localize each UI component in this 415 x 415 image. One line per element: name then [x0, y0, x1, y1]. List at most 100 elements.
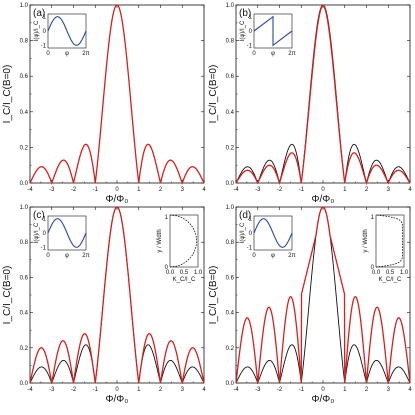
y-tick-label: 0.8 — [20, 240, 29, 246]
y-tick-label: 0.6 — [226, 275, 235, 281]
panel-b: -4 -3 -2 -1 0 1 2 3 4 0.0 0.2 0.4 0.6 0.8 1.0 Φ/Φ₀ I_C/I… — [208, 3, 412, 205]
inset-x-tick-label: 2π — [288, 51, 295, 57]
inset-y-tick-label: -1 — [41, 43, 47, 49]
y-tick-label: 1.0 — [20, 3, 29, 9]
profile-y-label: y / Width — [157, 229, 163, 252]
x-tick-label: 4 — [202, 187, 206, 193]
panel-a: -4 -3 -2 -1 0 1 2 3 4 0.0 0.2 0.4 0.6 0.8 1.0 Φ/Φ₀ I_C/I… — [2, 3, 206, 205]
inset-y-tick-label: 1 — [249, 15, 253, 21]
x-tick-label: -3 — [49, 387, 55, 393]
panel-d: -4 -3 -2 -1 0 1 2 3 4 0.0 0.2 0.4 0.6 0.8 1.0 Φ/Φ₀ I_C/I… — [208, 205, 412, 405]
profile-y-tick-label: 0 — [165, 265, 169, 271]
y-tick-label: 0.0 — [20, 181, 29, 187]
y-tick-label: 0.4 — [226, 110, 235, 116]
x-axis-label: Φ/Φ₀ — [106, 394, 129, 405]
inset-y-tick-label: 0 — [249, 29, 253, 35]
y-axis-label: I_C/I_C(B=0) — [2, 65, 13, 124]
inset-x-tick-label: φ — [271, 51, 275, 57]
x-tick-label: 3 — [387, 187, 391, 193]
panel-label: (b) — [239, 8, 251, 19]
inset-y-tick-label: 1 — [43, 15, 47, 21]
inset-x-tick-label: φ — [65, 253, 69, 259]
x-axis-label: Φ/Φ₀ — [312, 394, 335, 405]
x-tick-label: -4 — [233, 387, 239, 393]
profile-frame — [169, 214, 199, 268]
y-tick-label: 0.0 — [226, 381, 235, 387]
y-tick-label: 0.2 — [20, 145, 29, 151]
profile-y-tick-label: 1 — [165, 215, 169, 221]
x-tick-label: 1 — [137, 187, 141, 193]
inset-y-tick-label: 1 — [249, 217, 253, 223]
profile-x-tick-label: 0.0 — [166, 270, 175, 276]
profile-y-tick-label: 0 — [371, 265, 375, 271]
x-tick-label: -3 — [49, 187, 55, 193]
profile-frame — [375, 214, 405, 268]
inset-x-tick-label: 2π — [288, 253, 295, 259]
cpr-inset: 1 0 -1 0 φ 2π I(φ)/I_C — [34, 13, 90, 57]
x-tick-label: -2 — [71, 187, 77, 193]
inset-x-tick-label: 0 — [46, 51, 50, 57]
x-tick-label: -3 — [255, 187, 261, 193]
x-tick-label: -2 — [277, 387, 283, 393]
profile-y-tick-label: 1 — [371, 215, 375, 221]
y-tick-label: 0.6 — [20, 275, 29, 281]
inset-y-tick-label: 0 — [43, 231, 47, 237]
profile-x-tick-label: 0.5 — [180, 270, 189, 276]
x-tick-label: 0 — [321, 187, 325, 193]
y-tick-label: 0.0 — [20, 381, 29, 387]
y-axis-label: I_C/I_C(B=0) — [208, 65, 219, 124]
y-tick-label: 0.6 — [226, 74, 235, 80]
inset-y-label: I(φ)/I_C — [34, 222, 40, 243]
x-axis-label: Φ/Φ₀ — [106, 194, 129, 205]
x-tick-label: 4 — [408, 387, 412, 393]
profile-y-label: y / Width — [363, 229, 369, 252]
x-tick-label: -1 — [299, 187, 305, 193]
cpr-inset: 1 0 -1 0 φ 2π I(φ)/I_C — [34, 215, 90, 259]
cpr-curve — [47, 16, 87, 46]
profile-x-label: K_C/I_C — [379, 277, 402, 283]
x-tick-label: 0 — [115, 387, 119, 393]
profile-curve — [169, 214, 198, 268]
cpr-inset: 1 0 -1 0 φ 2π I(φ)/I_C — [240, 13, 296, 57]
x-axis-label: Φ/Φ₀ — [312, 194, 335, 205]
y-tick-label: 0.8 — [20, 39, 29, 45]
profile-x-tick-label: 0.0 — [372, 270, 381, 276]
y-axis-label: I_C/I_C(B=0) — [208, 266, 219, 325]
inset-x-tick-label: 2π — [82, 253, 89, 259]
y-tick-label: 0.4 — [20, 311, 29, 317]
inset-y-tick-label: -1 — [247, 245, 253, 251]
y-tick-label: 1.0 — [20, 205, 29, 211]
panel-c: -4 -3 -2 -1 0 1 2 3 4 0.0 0.2 0.4 0.6 0.8 1.0 Φ/Φ₀ I_C/I… — [2, 205, 206, 405]
profile-x-tick-label: 0.5 — [386, 270, 395, 276]
y-tick-label: 0.4 — [226, 311, 235, 317]
x-tick-label: 2 — [159, 187, 163, 193]
x-tick-label: -4 — [233, 187, 239, 193]
cpr-inset: 1 0 -1 0 φ 2π I(φ)/I_C — [240, 215, 296, 259]
y-tick-label: 0.2 — [20, 346, 29, 352]
inset-x-tick-label: 0 — [46, 253, 50, 259]
y-tick-label: 1.0 — [226, 3, 235, 9]
x-tick-label: 2 — [365, 187, 369, 193]
cpr-curve — [253, 15, 293, 47]
x-tick-label: 0 — [115, 187, 119, 193]
profile-x-tick-label: 1.0 — [194, 270, 203, 276]
y-tick-label: 0.8 — [226, 39, 235, 45]
x-tick-label: -1 — [93, 187, 99, 193]
x-tick-label: -4 — [27, 387, 33, 393]
inset-y-label: I(φ)/I_C — [240, 20, 246, 41]
series-red — [235, 4, 411, 186]
profile-inset: 0.0 0.5 1.0 0 1 K_C/I_C y / Width — [157, 214, 203, 283]
inset-x-tick-label: 0 — [252, 253, 256, 259]
inset-y-tick-label: -1 — [41, 245, 47, 251]
inset-y-label: I(φ)/I_C — [240, 222, 246, 243]
x-tick-label: -2 — [277, 187, 283, 193]
x-tick-label: 1 — [343, 387, 347, 393]
x-tick-label: 4 — [408, 187, 412, 193]
y-tick-label: 0.0 — [226, 181, 235, 187]
y-tick-label: 0.2 — [226, 346, 235, 352]
inset-x-tick-label: 0 — [252, 51, 256, 57]
x-tick-label: 2 — [159, 387, 163, 393]
inset-y-tick-label: -1 — [247, 43, 253, 49]
y-tick-label: 1.0 — [226, 205, 235, 211]
